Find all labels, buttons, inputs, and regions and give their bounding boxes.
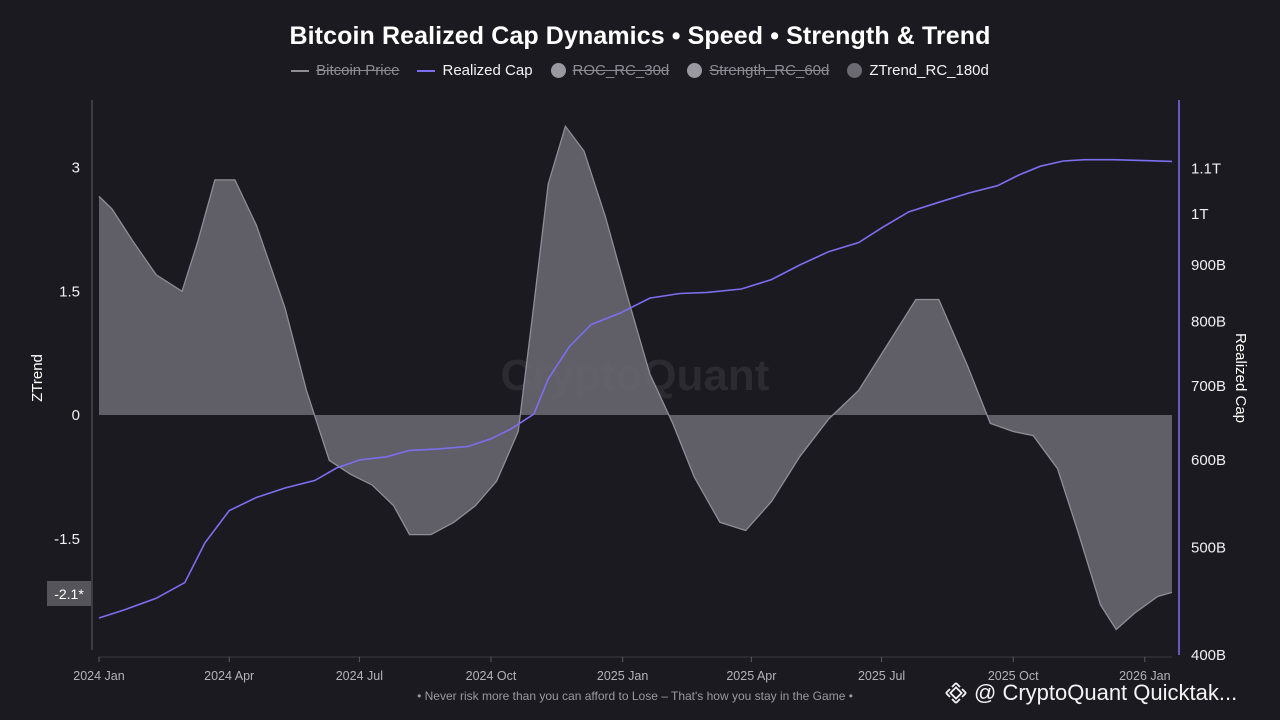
right-tick-label: 1.1T — [1191, 160, 1221, 177]
left-tick-label: 0 — [72, 407, 80, 424]
legend-item-bitcoin-price[interactable]: Bitcoin Price — [291, 62, 399, 79]
right-tick-label: 600B — [1191, 452, 1226, 469]
legend-dot-icon — [687, 63, 703, 78]
legend-dot-icon — [550, 63, 566, 78]
legend-dot-icon — [847, 63, 863, 78]
legend-item-roc-rc-30d[interactable]: ROC_RC_30d — [550, 62, 670, 79]
x-tick-label: 2026 Jan — [1119, 669, 1170, 683]
right-tick-label: 400B — [1191, 647, 1226, 664]
right-tick-label: 800B — [1191, 314, 1226, 331]
right-tick-label: 1T — [1191, 206, 1209, 223]
binance-logo-icon — [945, 682, 967, 704]
chart-title: Bitcoin Realized Cap Dynamics • Speed • … — [289, 22, 991, 50]
legend-label: Realized Cap — [442, 62, 533, 79]
x-tick-label: 2025 Oct — [988, 669, 1039, 683]
ztrend-outline — [98, 124, 1173, 631]
legend-label: ZTrend_RC_180d — [869, 62, 989, 79]
legend-line-icon — [291, 69, 310, 72]
legend-label: Strength_RC_60d — [709, 62, 830, 79]
right-tick-label: 700B — [1191, 378, 1226, 395]
left-tick-label: 3 — [72, 160, 80, 177]
left-tick-label: -1.5 — [54, 531, 80, 548]
legend: Bitcoin Price Realized Cap ROC_RC_30d St… — [0, 62, 1280, 79]
footer-disclaimer: • Never risk more than you can afford to… — [417, 689, 853, 703]
right-tick-label: 900B — [1191, 257, 1226, 274]
legend-item-realized-cap[interactable]: Realized Cap — [417, 62, 533, 79]
right-axis-label: Realized Cap — [1232, 333, 1249, 423]
ztrend-current-value-badge: -2.1* — [47, 581, 91, 606]
ztrend-area — [99, 126, 1172, 630]
x-tick-label: 2024 Jan — [73, 669, 124, 683]
x-tick-label: 2024 Apr — [204, 669, 254, 683]
x-tick-label: 2025 Jan — [597, 669, 648, 683]
realized-cap-line — [98, 158, 1173, 619]
author-watermark: @ CryptoQuant Quicktak... — [944, 680, 1237, 706]
right-tick-label: 500B — [1191, 540, 1226, 557]
left-tick-label: 1.5 — [59, 283, 80, 300]
x-tick-label: 2024 Jul — [336, 669, 383, 683]
legend-label: ROC_RC_30d — [572, 62, 670, 79]
legend-item-strength-rc-60d[interactable]: Strength_RC_60d — [687, 62, 829, 79]
legend-line-icon — [417, 69, 436, 72]
legend-label: Bitcoin Price — [316, 62, 400, 79]
watermark-text: @ CryptoQuant Quicktak... — [974, 680, 1238, 705]
left-axis-label: ZTrend — [29, 354, 46, 402]
legend-item-ztrend-rc-180d[interactable]: ZTrend_RC_180d — [847, 62, 989, 79]
x-tick-label: 2024 Oct — [466, 669, 517, 683]
x-tick-label: 2025 Jul — [858, 669, 905, 683]
x-tick-label: 2025 Apr — [726, 669, 776, 683]
